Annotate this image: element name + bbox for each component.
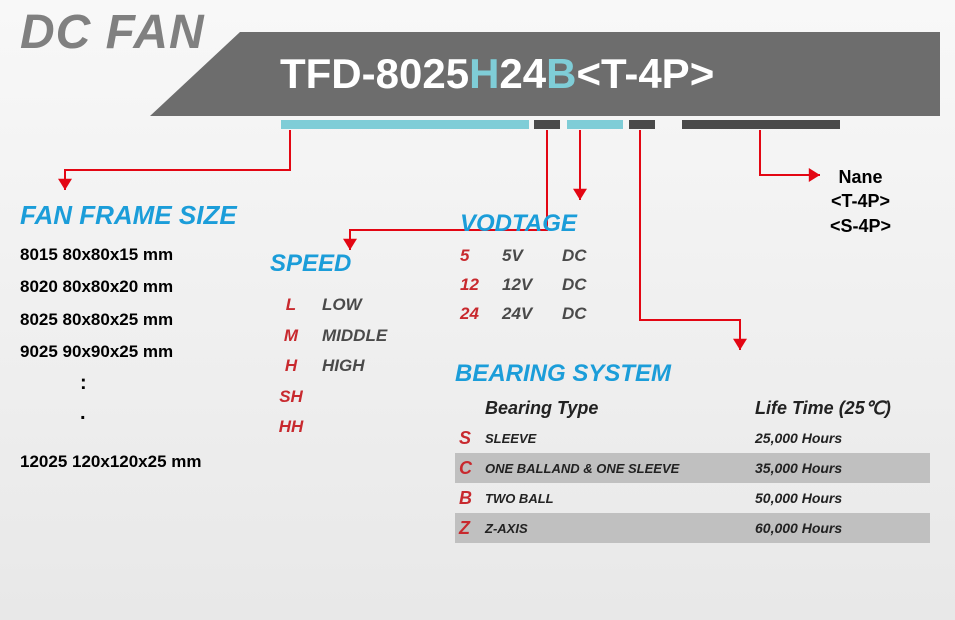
voltage-row: 2424VDC: [460, 300, 660, 329]
bearing-code: C: [459, 458, 485, 479]
bearing-life: 35,000 Hours: [755, 460, 926, 476]
voltage-value: 24V: [502, 300, 562, 329]
bearing-type: SLEEVE: [485, 431, 755, 446]
speed-code: HH: [270, 412, 312, 443]
frame-title: FAN FRAME SIZE: [20, 200, 260, 231]
bearing-code: B: [459, 488, 485, 509]
code-speed: H: [469, 50, 499, 97]
bearing-section: BEARING SYSTEM Bearing Type Life Time (2…: [455, 360, 930, 543]
voltage-dc: DC: [562, 271, 587, 300]
bearing-row: SSLEEVE25,000 Hours: [455, 423, 930, 453]
code-underline: [629, 120, 655, 129]
product-banner: TFD-8025H24B<T-4P>: [150, 32, 940, 116]
voltage-code: 12: [460, 271, 502, 300]
code-suffix: <T-4P>: [576, 50, 714, 97]
bearing-life: 60,000 Hours: [755, 520, 926, 536]
bearing-header: Bearing Type Life Time (25℃): [455, 394, 930, 423]
speed-code: H: [270, 351, 312, 382]
bearing-life: 50,000 Hours: [755, 490, 926, 506]
frame-row: 8020 80x80x20 mm: [20, 271, 260, 303]
code-prefix: TFD-8025: [280, 50, 469, 97]
voltage-value: 12V: [502, 271, 562, 300]
speed-row: SH: [270, 382, 440, 413]
page-title: DC FAN: [20, 5, 205, 60]
nane-block: Nane <T-4P> <S-4P>: [830, 165, 891, 238]
product-code: TFD-8025H24B<T-4P>: [280, 50, 714, 98]
speed-title: SPEED: [270, 250, 440, 278]
voltage-section: VODTAGE 55VDC1212VDC2424VDC: [460, 210, 660, 329]
speed-code: SH: [270, 382, 312, 413]
bearing-life: 25,000 Hours: [755, 430, 926, 446]
frame-section: FAN FRAME SIZE 8015 80x80x15 mm8020 80x8…: [20, 200, 260, 478]
bearing-code: S: [459, 428, 485, 449]
bearing-type: ONE BALLAND & ONE SLEEVE: [485, 461, 755, 476]
speed-code: L: [270, 290, 312, 321]
frame-row: 12025 120x120x25 mm: [20, 446, 260, 478]
voltage-row: 55VDC: [460, 242, 660, 271]
voltage-code: 5: [460, 242, 502, 271]
nane-line2: <T-4P>: [830, 189, 891, 213]
voltage-title: VODTAGE: [460, 210, 660, 238]
speed-label: LOW: [312, 290, 362, 321]
frame-ellipsis: .: [20, 398, 260, 428]
speed-label: [312, 412, 322, 443]
speed-code: M: [270, 321, 312, 352]
bearing-type: Z-AXIS: [485, 521, 755, 536]
speed-label: MIDDLE: [312, 321, 387, 352]
code-underline: [281, 120, 529, 129]
voltage-dc: DC: [562, 300, 587, 329]
frame-row: 9025 90x90x25 mm: [20, 336, 260, 368]
bearing-title: BEARING SYSTEM: [455, 360, 930, 388]
nane-line1: Nane: [830, 165, 891, 189]
code-underline: [682, 120, 840, 129]
speed-label: HIGH: [312, 351, 365, 382]
bearing-type: TWO BALL: [485, 491, 755, 506]
bearing-row: ZZ-AXIS60,000 Hours: [455, 513, 930, 543]
code-underline: [534, 120, 560, 129]
frame-row: 8015 80x80x15 mm: [20, 239, 260, 271]
speed-row: HH: [270, 412, 440, 443]
speed-label: [312, 382, 322, 413]
voltage-dc: DC: [562, 242, 587, 271]
speed-row: HHIGH: [270, 351, 440, 382]
voltage-row: 1212VDC: [460, 271, 660, 300]
voltage-code: 24: [460, 300, 502, 329]
bearing-row: CONE BALLAND & ONE SLEEVE35,000 Hours: [455, 453, 930, 483]
speed-section: SPEED LLOWMMIDDLEHHIGHSHHH: [270, 250, 440, 443]
bearing-header-type: Bearing Type: [485, 398, 755, 419]
speed-row: LLOW: [270, 290, 440, 321]
code-bearing: B: [546, 50, 576, 97]
nane-line3: <S-4P>: [830, 214, 891, 238]
bearing-header-life: Life Time (25℃): [755, 398, 930, 419]
frame-row: 8025 80x80x25 mm: [20, 304, 260, 336]
voltage-value: 5V: [502, 242, 562, 271]
frame-ellipsis: :: [20, 368, 260, 398]
code-underline: [567, 120, 623, 129]
bearing-row: BTWO BALL50,000 Hours: [455, 483, 930, 513]
speed-row: MMIDDLE: [270, 321, 440, 352]
bearing-code: Z: [459, 518, 485, 539]
code-voltage: 24: [499, 50, 546, 97]
